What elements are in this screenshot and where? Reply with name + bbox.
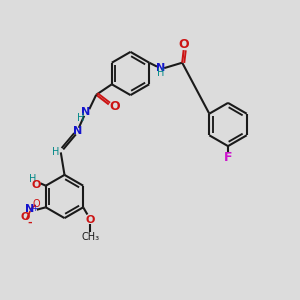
Text: O: O [33,199,40,209]
Text: O: O [109,100,119,113]
Text: F: F [224,151,233,164]
Text: N: N [156,63,165,73]
Text: O: O [21,212,30,223]
Text: O: O [86,215,95,225]
Text: H: H [52,147,60,158]
Text: H: H [77,113,84,123]
Text: N: N [81,107,90,117]
Text: O: O [31,179,40,190]
Text: O: O [178,38,189,51]
Text: -: - [27,217,32,227]
Text: H: H [157,68,165,79]
Text: CH₃: CH₃ [81,232,100,242]
Text: H: H [29,173,36,184]
Text: +: + [31,204,38,213]
Text: N: N [25,203,34,214]
Text: N: N [73,126,82,136]
